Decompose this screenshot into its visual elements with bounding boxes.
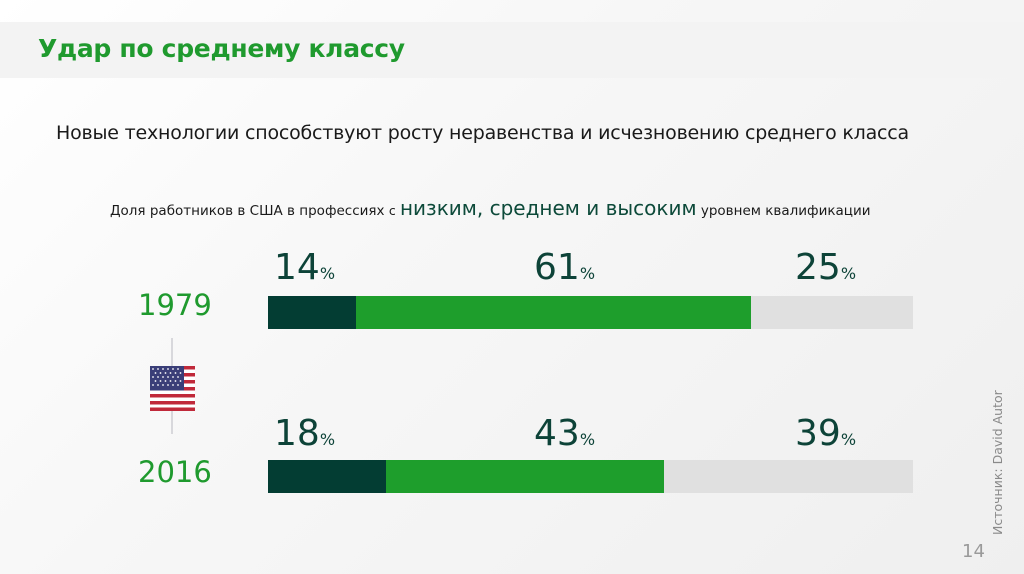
pct-high-1979: 25%: [795, 247, 857, 288]
segment-low-1979: [268, 296, 356, 329]
year-label-1979: 1979: [138, 288, 212, 322]
segment-mid-2016: [386, 460, 664, 493]
caption-levels: низким, среднем и высоким: [399, 196, 697, 220]
us-flag-icon: [150, 366, 195, 411]
header-band: [0, 22, 1024, 78]
segment-high-1979: [751, 296, 913, 329]
slide-title: Удар по среднему классу: [38, 34, 405, 63]
slide-subtitle: Новые технологии способствуют росту нера…: [56, 122, 909, 144]
stacked-bar-1979: [268, 296, 913, 329]
year-label-2016: 2016: [138, 455, 212, 489]
page-number: 14: [962, 541, 985, 562]
pct-low-2016: 18%: [274, 413, 336, 454]
caption-prefix: Доля работников в США в профессиях: [110, 203, 385, 219]
stacked-bar-2016: [268, 460, 913, 493]
pct-mid-2016: 43%: [534, 413, 596, 454]
pct-mid-1979: 61%: [534, 247, 596, 288]
chart-caption: Доля работников в США в профессиях с низ…: [110, 196, 871, 220]
segment-high-2016: [664, 460, 913, 493]
source-note: Источник: David Autor: [990, 390, 1005, 535]
pct-high-2016: 39%: [795, 413, 857, 454]
segment-low-2016: [268, 460, 386, 493]
caption-suffix: уровнем квалификации: [700, 203, 871, 219]
caption-with: с: [388, 203, 396, 218]
pct-low-1979: 14%: [274, 247, 336, 288]
segment-mid-1979: [356, 296, 751, 329]
